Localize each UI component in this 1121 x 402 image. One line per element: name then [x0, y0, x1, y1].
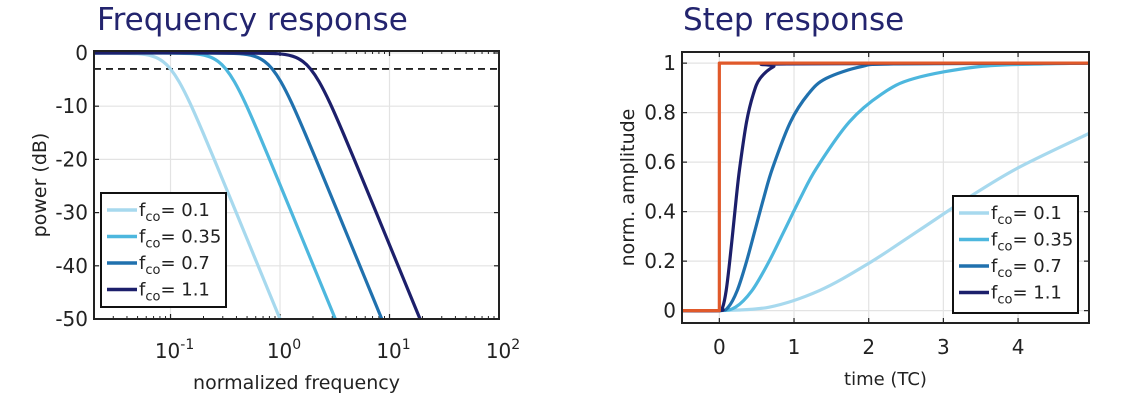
xtick-exponent: 2	[511, 337, 520, 353]
step-xtick-label: 1	[788, 335, 801, 359]
legend-sub: co	[145, 237, 160, 252]
freq-xtick-label: 10-1	[155, 337, 194, 363]
xtick-base: 10	[486, 339, 511, 363]
step-xtick-label: 4	[1012, 335, 1025, 359]
xtick-base: 10	[155, 339, 180, 363]
legend-value: = 0.1	[1012, 203, 1061, 224]
step-xtick-label: 3	[937, 335, 950, 359]
step-xlabel: time (TC)	[844, 369, 927, 390]
freq-ytick-label: 0	[75, 41, 88, 65]
xtick-base: 10	[267, 339, 292, 363]
legend-value: = 0.35	[160, 227, 221, 248]
legend-sub: co	[997, 240, 1012, 255]
legend-value: = 1.1	[1012, 283, 1061, 304]
series-line-0	[94, 51, 282, 319]
freq-xlabel: normalized frequency	[193, 372, 400, 394]
legend-f: f	[139, 253, 146, 274]
legend-value: = 0.35	[1012, 230, 1073, 251]
freq-ytick-label: -20	[55, 147, 88, 171]
legend-sub: co	[145, 210, 160, 225]
legend-f: f	[991, 230, 998, 251]
legend-value: = 0.1	[160, 200, 209, 221]
xtick-base: 10	[376, 339, 401, 363]
legend-value: = 0.7	[1012, 256, 1061, 277]
legend-entry: fco= 0.1	[139, 200, 210, 225]
legend-f: f	[139, 200, 146, 221]
legend-entry: fco= 0.1	[991, 203, 1062, 228]
legend-sub: co	[145, 290, 160, 305]
legend-f: f	[991, 256, 998, 277]
legend-sub: co	[145, 263, 160, 278]
step-ytick-label: 0.6	[644, 150, 676, 174]
step-ytick-label: 1	[663, 51, 676, 75]
legend-entry: fco= 0.7	[139, 253, 210, 278]
series-line-0	[682, 131, 1089, 313]
step-axes-frame	[681, 51, 1090, 324]
legend-entry: fco= 0.7	[991, 256, 1062, 281]
legend-f: f	[139, 280, 146, 301]
legend-value: = 1.1	[160, 280, 209, 301]
legend-value: = 0.7	[160, 253, 209, 274]
legend-f: f	[139, 227, 146, 248]
legend-sub: co	[997, 266, 1012, 281]
legend-f: f	[991, 203, 998, 224]
freq-xtick-label: 101	[376, 337, 410, 363]
step-xtick-label: 2	[862, 335, 875, 359]
series-line-1	[682, 61, 1089, 313]
freq-xtick-label: 102	[486, 337, 520, 363]
freq-ytick-label: -40	[55, 254, 88, 278]
legend-sub: co	[997, 293, 1012, 308]
legend-entry: fco= 1.1	[139, 280, 210, 305]
step-ytick-label: 0	[663, 299, 676, 323]
frequency-response-title: Frequency response	[97, 2, 408, 38]
step-ylabel: norm. amplitude	[617, 109, 639, 267]
step-curves	[682, 61, 1089, 313]
freq-ytick-label: -10	[55, 94, 88, 118]
series-line-3	[94, 51, 422, 319]
legend-entry: fco= 1.1	[991, 283, 1062, 308]
legend-f: f	[991, 283, 998, 304]
freq-curves	[94, 51, 499, 319]
step-ytick-label: 0.4	[644, 200, 676, 224]
freq-xtick-label: 100	[267, 337, 301, 363]
step-ytick-label: 0.2	[644, 249, 676, 273]
step-response-title: Step response	[683, 2, 905, 38]
legend-sub: co	[997, 213, 1012, 228]
xtick-exponent: 1	[402, 337, 411, 353]
legend-entry: fco= 0.35	[991, 230, 1073, 255]
freq-ytick-label: -30	[55, 201, 88, 225]
step-plot: 0 0.2 0.4 0.6 0.8 1 0 1 2 3 4 time (TC) norm. amplit…	[617, 51, 1090, 390]
step-ytick-label: 0.8	[644, 101, 676, 125]
freq-ytick-label: -50	[55, 307, 88, 331]
legend-entry: fco= 0.35	[139, 227, 221, 252]
step-input-line	[682, 61, 1089, 313]
freq-axes-frame	[93, 50, 500, 320]
step-xtick-label: 0	[713, 335, 726, 359]
xtick-exponent: -1	[180, 337, 194, 353]
xtick-exponent: 0	[292, 337, 301, 353]
freq-ylabel: power (dB)	[29, 133, 51, 238]
